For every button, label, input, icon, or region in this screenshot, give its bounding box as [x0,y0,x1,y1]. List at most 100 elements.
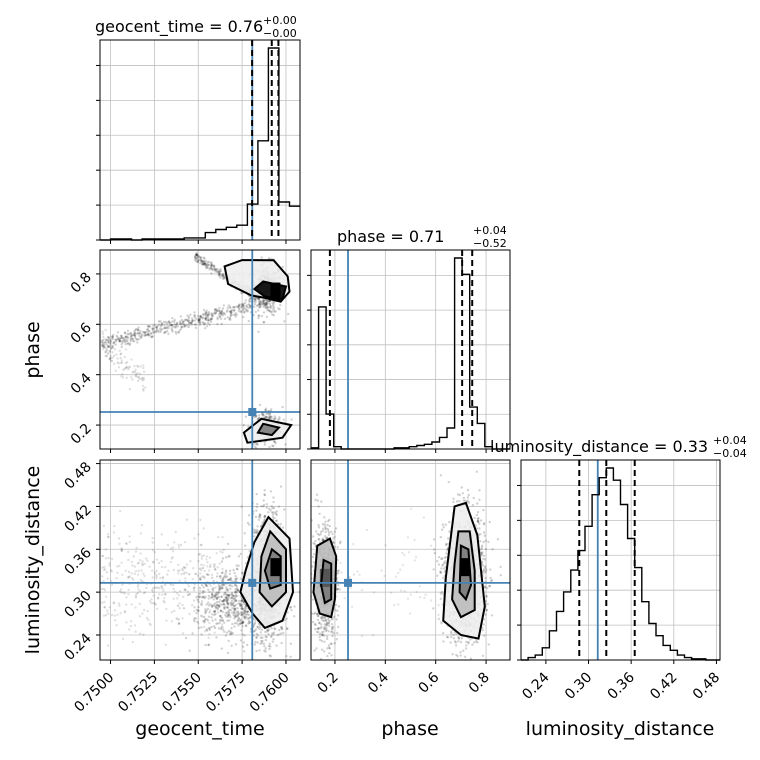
scatter-point-phase_vs_geocent_time-0-466 [268,306,272,309]
scatter-point-luminosity_distance_vs_geocent_time-1-70 [208,628,212,631]
scatter-point-phase_vs_geocent_time-4-167 [221,275,225,278]
scatter-point-phase_vs_geocent_time-3-58 [123,367,126,370]
scatter-point-luminosity_distance_vs_geocent_time-2-349 [129,620,133,623]
scatter-point-phase_vs_geocent_time-0-186 [279,303,282,307]
scatter-point-phase_vs_geocent_time-2-111 [229,306,232,310]
scatter-point-luminosity_distance_vs_geocent_time-2-108 [101,566,104,569]
scatter-point-phase_vs_geocent_time-2-115 [152,331,155,334]
scatter-point-luminosity_distance_vs_geocent_time-1-224 [225,596,228,599]
scatter-point-phase_vs_geocent_time-2-326 [151,327,154,330]
scatter-point-luminosity_distance_vs_geocent_time-1-190 [227,603,230,606]
scatter-point-luminosity_distance_vs_geocent_time-0-839 [255,531,258,534]
scatter-point-luminosity_distance_vs_phase-0-404 [326,523,329,527]
scatter-point-luminosity_distance_vs_geocent_time-2-277 [137,583,140,586]
scatter-point-luminosity_distance_vs_geocent_time-0-927 [261,505,265,508]
scatter-point-luminosity_distance_vs_geocent_time-1-211 [213,594,217,597]
scatter-point-luminosity_distance_vs_geocent_time-1-399 [206,619,210,622]
scatter-point-luminosity_distance_vs_phase-0-225 [331,634,334,638]
scatter-point-phase_vs_geocent_time-1-51 [270,417,273,421]
scatter-point-phase_vs_geocent_time-2-396 [101,344,105,348]
scatter-point-phase_vs_geocent_time-2-419 [158,323,161,326]
scatter-point-phase_vs_geocent_time-4-118 [201,263,204,266]
scatter-point-luminosity_distance_vs_geocent_time-0-625 [255,649,258,653]
scatter-point-luminosity_distance_vs_geocent_time-1-333 [248,621,251,624]
scatter-point-luminosity_distance_vs_geocent_time-0-1226 [272,671,274,673]
scatter-point-luminosity_distance_vs_geocent_time-1-403 [225,599,228,602]
scatter-point-phase_vs_geocent_time-0-184 [257,314,260,317]
scatter-point-luminosity_distance_vs_geocent_time-1-560 [240,629,243,632]
scatter-point-luminosity_distance_vs_geocent_time-0-1316 [263,516,266,519]
scatter-point-luminosity_distance_vs_geocent_time-2-116 [167,569,170,572]
scatter-point-luminosity_distance_vs_geocent_time-2-58 [223,574,226,578]
scatter-point-luminosity_distance_vs_geocent_time-2-26 [140,524,144,527]
scatter-point-luminosity_distance_vs_geocent_time-0-353 [270,505,273,508]
scatter-point-luminosity_distance_vs_geocent_time-1-690 [210,592,214,595]
scatter-point-luminosity_distance_vs_geocent_time-1-657 [233,625,236,628]
scatter-point-luminosity_distance_vs_phase-0-485 [330,654,333,657]
scatter-point-luminosity_distance_vs_geocent_time-2-14 [103,600,106,604]
scatter-point-luminosity_distance_vs_phase-1-16 [484,547,488,551]
scatter-point-phase_vs_geocent_time-2-417 [149,332,152,335]
scatter-point-luminosity_distance_vs_geocent_time-1-38 [242,611,245,615]
scatter-point-luminosity_distance_vs_geocent_time-0-978 [279,626,283,629]
scatter-point-phase_vs_geocent_time-0-306 [268,309,271,313]
scatter-point-luminosity_distance_vs_geocent_time-1-372 [223,607,226,610]
scatter-point-luminosity_distance_vs_geocent_time-1-220 [252,634,255,637]
scatter-point-luminosity_distance_vs_geocent_time-2-318 [201,615,204,618]
scatter-point-phase_vs_geocent_time-2-106 [112,342,116,345]
scatter-point-luminosity_distance_vs_geocent_time-1-156 [232,604,236,608]
scatter-point-luminosity_distance_vs_geocent_time-2-290 [197,596,201,599]
scatter-point-luminosity_distance_vs_geocent_time-0-760 [253,530,256,533]
scatter-point-phase_vs_geocent_time-2-13 [216,309,219,312]
scatter-point-phase_vs_geocent_time-2-82 [204,310,207,314]
scatter-point-phase_vs_geocent_time-2-398 [230,309,233,313]
scatter-point-luminosity_distance_vs_geocent_time-1-473 [232,613,235,617]
scatter-point-phase_vs_geocent_time-2-439 [206,312,209,315]
scatter-point-luminosity_distance_vs_phase-0-474 [330,530,333,533]
scatter-point-phase_vs_geocent_time-2-124 [234,315,237,318]
scatter-point-phase_vs_geocent_time-2-393 [121,341,124,344]
scatter-point-phase_vs_geocent_time-2-275 [128,342,132,345]
scatter-point-phase_vs_geocent_time-2-217 [198,319,201,323]
scatter-point-phase_vs_geocent_time-2-296 [131,337,134,341]
scatter-point-luminosity_distance_vs_geocent_time-2-47 [210,596,213,599]
scatter-point-luminosity_distance_vs_geocent_time-1-326 [207,627,210,630]
scatter-point-luminosity_distance_vs_geocent_time-1-692 [289,606,292,609]
scatter-point-luminosity_distance_vs_geocent_time-1-126 [233,600,236,604]
scatter-point-luminosity_distance_vs_geocent_time-1-580 [231,593,234,597]
scatter-point-luminosity_distance_vs_geocent_time-1-289 [226,606,230,609]
scatter-point-phase_vs_geocent_time-2-85 [167,332,170,335]
scatter-point-luminosity_distance_vs_geocent_time-0-767 [274,519,278,523]
scatter-point-phase_vs_geocent_time-3-4 [133,370,137,374]
scatter-point-phase_vs_geocent_time-4-47 [195,253,198,256]
scatter-point-luminosity_distance_vs_geocent_time-2-332 [141,612,144,615]
scatter-point-phase_vs_geocent_time-2-237 [222,304,226,307]
scatter-point-luminosity_distance_vs_geocent_time-2-358 [172,587,175,591]
scatter-point-luminosity_distance_vs_geocent_time-2-304 [164,565,167,569]
scatter-point-luminosity_distance_vs_geocent_time-2-9 [184,580,187,583]
scatter-point-luminosity_distance_vs_geocent_time-1-155 [210,605,214,609]
scatter-point-phase_vs_geocent_time-2-353 [102,345,106,349]
scatter-point-luminosity_distance_vs_geocent_time-0-439 [253,643,257,646]
scatter-point-luminosity_distance_vs_phase-0-73 [319,530,323,534]
scatter-point-luminosity_distance_vs_geocent_time-2-83 [139,552,142,555]
scatter-point-luminosity_distance_vs_phase-0-498 [324,520,327,523]
scatter-point-phase_vs_geocent_time-0-319 [254,310,257,314]
scatter-point-luminosity_distance_vs_geocent_time-2-200 [164,592,167,596]
scatter-point-phase_vs_geocent_time-2-270 [109,343,112,346]
scatter-point-luminosity_distance_vs_geocent_time-1-112 [230,593,233,596]
scatter-point-phase_vs_geocent_time-2-36 [185,323,189,327]
scatter-point-luminosity_distance_vs_geocent_time-2-231 [218,586,221,589]
scatter-point-phase_vs_geocent_time-2-358 [248,303,251,307]
scatter-point-phase_vs_geocent_time-2-211 [135,338,138,341]
scatter-point-luminosity_distance_vs_geocent_time-1-484 [202,586,205,589]
scatter-point-luminosity_distance_vs_geocent_time-1-576 [219,615,222,619]
scatter-point-luminosity_distance_vs_phase-1-32 [450,632,453,635]
scatter-point-phase_vs_geocent_time-2-390 [134,328,137,331]
scatter-point-phase_vs_geocent_time-2-163 [187,315,191,318]
scatter-point-luminosity_distance_vs_geocent_time-1-483 [192,587,196,590]
scatter-point-phase_vs_geocent_time-2-9 [174,324,177,327]
scatter-point-luminosity_distance_vs_geocent_time-0-52 [279,523,282,526]
scatter-point-luminosity_distance_vs_geocent_time-0-206 [277,505,281,508]
scatter-point-luminosity_distance_vs_geocent_time-2-218 [143,591,147,594]
